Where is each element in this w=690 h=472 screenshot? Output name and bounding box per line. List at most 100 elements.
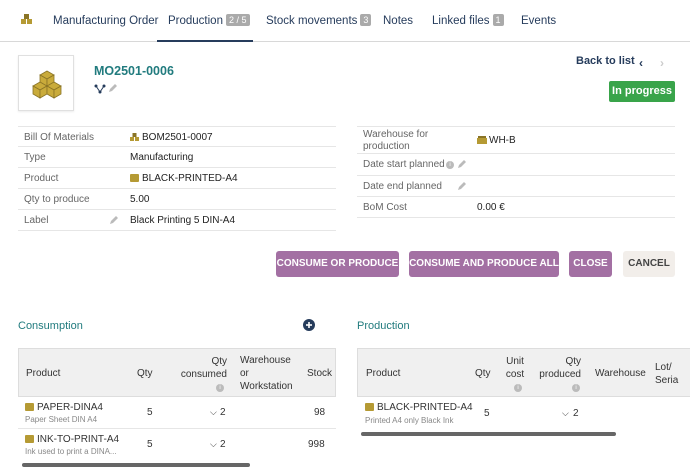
edit-icon[interactable] <box>109 215 119 228</box>
info-icon: i <box>514 384 522 392</box>
field-label: Bill Of Materials <box>24 132 95 143</box>
field-label: Warehouse for production <box>363 129 429 152</box>
product-icon <box>25 435 34 443</box>
table-row: BLACK-PRINTED-A4 Printed A4 only Black I… <box>357 397 690 430</box>
qty-consumed-cell[interactable]: ⌵ <box>210 439 217 450</box>
tab-bar: Manufacturing Order Production 2 / 5 Stoc… <box>0 0 690 42</box>
field-bom: Bill Of Materials BOM2501-0007 <box>18 126 336 147</box>
production-header: Product Qty Unit cost i Qty produced i W… <box>357 348 690 397</box>
column-header: Qty produced <box>539 356 581 380</box>
field-label: Product <box>24 173 59 184</box>
module-icon <box>20 14 34 29</box>
table-row: PAPER-DINA4 Paper Sheet DIN A4 5 ⌵ 2 98 <box>18 397 336 429</box>
column-header: Lot/ Seria <box>655 362 679 386</box>
tab-production[interactable]: Production 2 / 5 <box>157 0 253 42</box>
qty-cell: 5 <box>484 408 490 419</box>
field-qty: Qty to produce 5.00 <box>18 189 336 210</box>
qty-cell: 5 <box>147 439 153 450</box>
product-link[interactable]: BLACK-PRINTED-A4 <box>365 402 473 413</box>
tab-linked-files[interactable]: Linked files 1 <box>432 0 504 42</box>
qty-produced-value: 2 <box>573 408 579 419</box>
column-header: Warehouse or Workstation <box>240 355 293 392</box>
chevron-down-icon: ⌵ <box>210 407 217 417</box>
tab-manufacturing-order[interactable]: Manufacturing Order <box>53 15 159 27</box>
tab-notes[interactable]: Notes <box>383 15 414 27</box>
edit-icon[interactable] <box>457 159 467 172</box>
bom-link[interactable]: BOM2501-0007 <box>130 132 213 143</box>
product-icon <box>130 174 139 182</box>
tab-badge: 3 <box>360 14 372 26</box>
product-description: Printed A4 only Black Ink <box>365 416 454 425</box>
column-header: Unit cost <box>505 356 525 380</box>
qty-consumed-value: 2 <box>220 439 226 450</box>
qty-cell: 5 <box>147 407 153 418</box>
product-link[interactable]: BLACK-PRINTED-A4 <box>130 173 238 184</box>
field-label-text: Label Black Printing 5 DIN-A4 <box>18 210 336 231</box>
product-icon <box>365 403 374 411</box>
column-header: Product <box>26 368 61 379</box>
warehouse-link[interactable]: WH-B <box>477 135 516 146</box>
column-header: Qty <box>137 368 153 379</box>
consume-and-produce-all-button[interactable]: CONSUME AND PRODUCE ALL <box>409 251 559 277</box>
stock-cell: 98 <box>314 407 326 418</box>
production-title: Production <box>357 320 410 332</box>
info-icon: i <box>216 384 224 392</box>
column-header: Product <box>366 368 401 379</box>
horizontal-scrollbar[interactable] <box>361 432 616 436</box>
column-header: Stock <box>307 368 333 379</box>
warehouse-icon <box>477 136 487 144</box>
field-date-start: Date start planned i <box>357 154 675 176</box>
field-label: BoM Cost <box>363 202 407 213</box>
qty-consumed-cell[interactable]: ⌵ <box>210 407 217 418</box>
field-label: Type <box>24 152 46 163</box>
field-warehouse: Warehouse for production WH-B <box>357 126 675 154</box>
field-label: Label <box>24 215 49 226</box>
column-header: Warehouse <box>595 368 646 379</box>
edit-icon[interactable] <box>108 83 118 96</box>
qty-produced-cell[interactable]: ⌵ <box>562 408 569 419</box>
boxes-icon <box>32 70 62 99</box>
table-row: INK-TO-PRINT-A4 Ink used to print a DINA… <box>18 429 336 461</box>
bom-icon <box>130 133 139 141</box>
product-link[interactable]: INK-TO-PRINT-A4 <box>25 434 119 445</box>
field-label: Qty to produce <box>24 194 90 205</box>
close-button[interactable]: CLOSE <box>569 251 612 277</box>
tab-events[interactable]: Events <box>521 15 557 27</box>
add-line-icon[interactable] <box>303 319 315 334</box>
field-bom-cost: BoM Cost 0.00 € <box>357 197 675 218</box>
horizontal-scrollbar[interactable] <box>22 463 250 467</box>
tab-badge: 2 / 5 <box>225 14 250 26</box>
product-description: Paper Sheet DIN A4 <box>25 415 98 424</box>
field-label: Date end planned <box>363 181 442 192</box>
chevron-down-icon: ⌵ <box>210 439 217 449</box>
field-date-end: Date end planned <box>357 176 675 197</box>
field-type: Type Manufacturing <box>18 147 336 168</box>
product-description: Ink used to print a DINA... <box>25 447 117 456</box>
stock-cell: 998 <box>308 439 325 450</box>
edit-icon[interactable] <box>457 181 467 194</box>
product-icon <box>25 403 34 411</box>
qty-consumed-value: 2 <box>220 407 226 418</box>
product-link[interactable]: PAPER-DINA4 <box>25 402 103 413</box>
field-label: Date start planned <box>363 159 445 170</box>
cancel-button[interactable]: CANCEL <box>623 251 675 277</box>
info-icon: i <box>446 161 454 169</box>
field-value: 0.00 € <box>477 202 505 213</box>
product-thumbnail <box>18 55 74 111</box>
back-to-list-link[interactable]: Back to list <box>576 55 635 67</box>
field-product: Product BLACK-PRINTED-A4 <box>18 168 336 189</box>
tab-stock-movements[interactable]: Stock movements 3 <box>266 0 372 42</box>
tree-icon[interactable] <box>94 84 106 97</box>
field-value: Manufacturing <box>130 152 194 163</box>
column-header: Qty <box>475 368 491 379</box>
column-header: Qty consumed <box>180 356 227 380</box>
consumption-header: Product Qty Qty consumed i Warehouse or … <box>18 348 336 397</box>
tab-badge: 1 <box>492 14 504 26</box>
consumption-title: Consumption <box>18 320 83 332</box>
consume-or-produce-button[interactable]: CONSUME OR PRODUCE <box>276 251 399 277</box>
previous-record-icon[interactable]: ‹ <box>639 56 643 70</box>
field-value: Black Printing 5 DIN-A4 <box>130 215 236 226</box>
next-record-icon[interactable]: › <box>660 56 664 70</box>
record-reference: MO2501-0006 <box>94 64 174 78</box>
field-value: 5.00 <box>130 194 150 205</box>
